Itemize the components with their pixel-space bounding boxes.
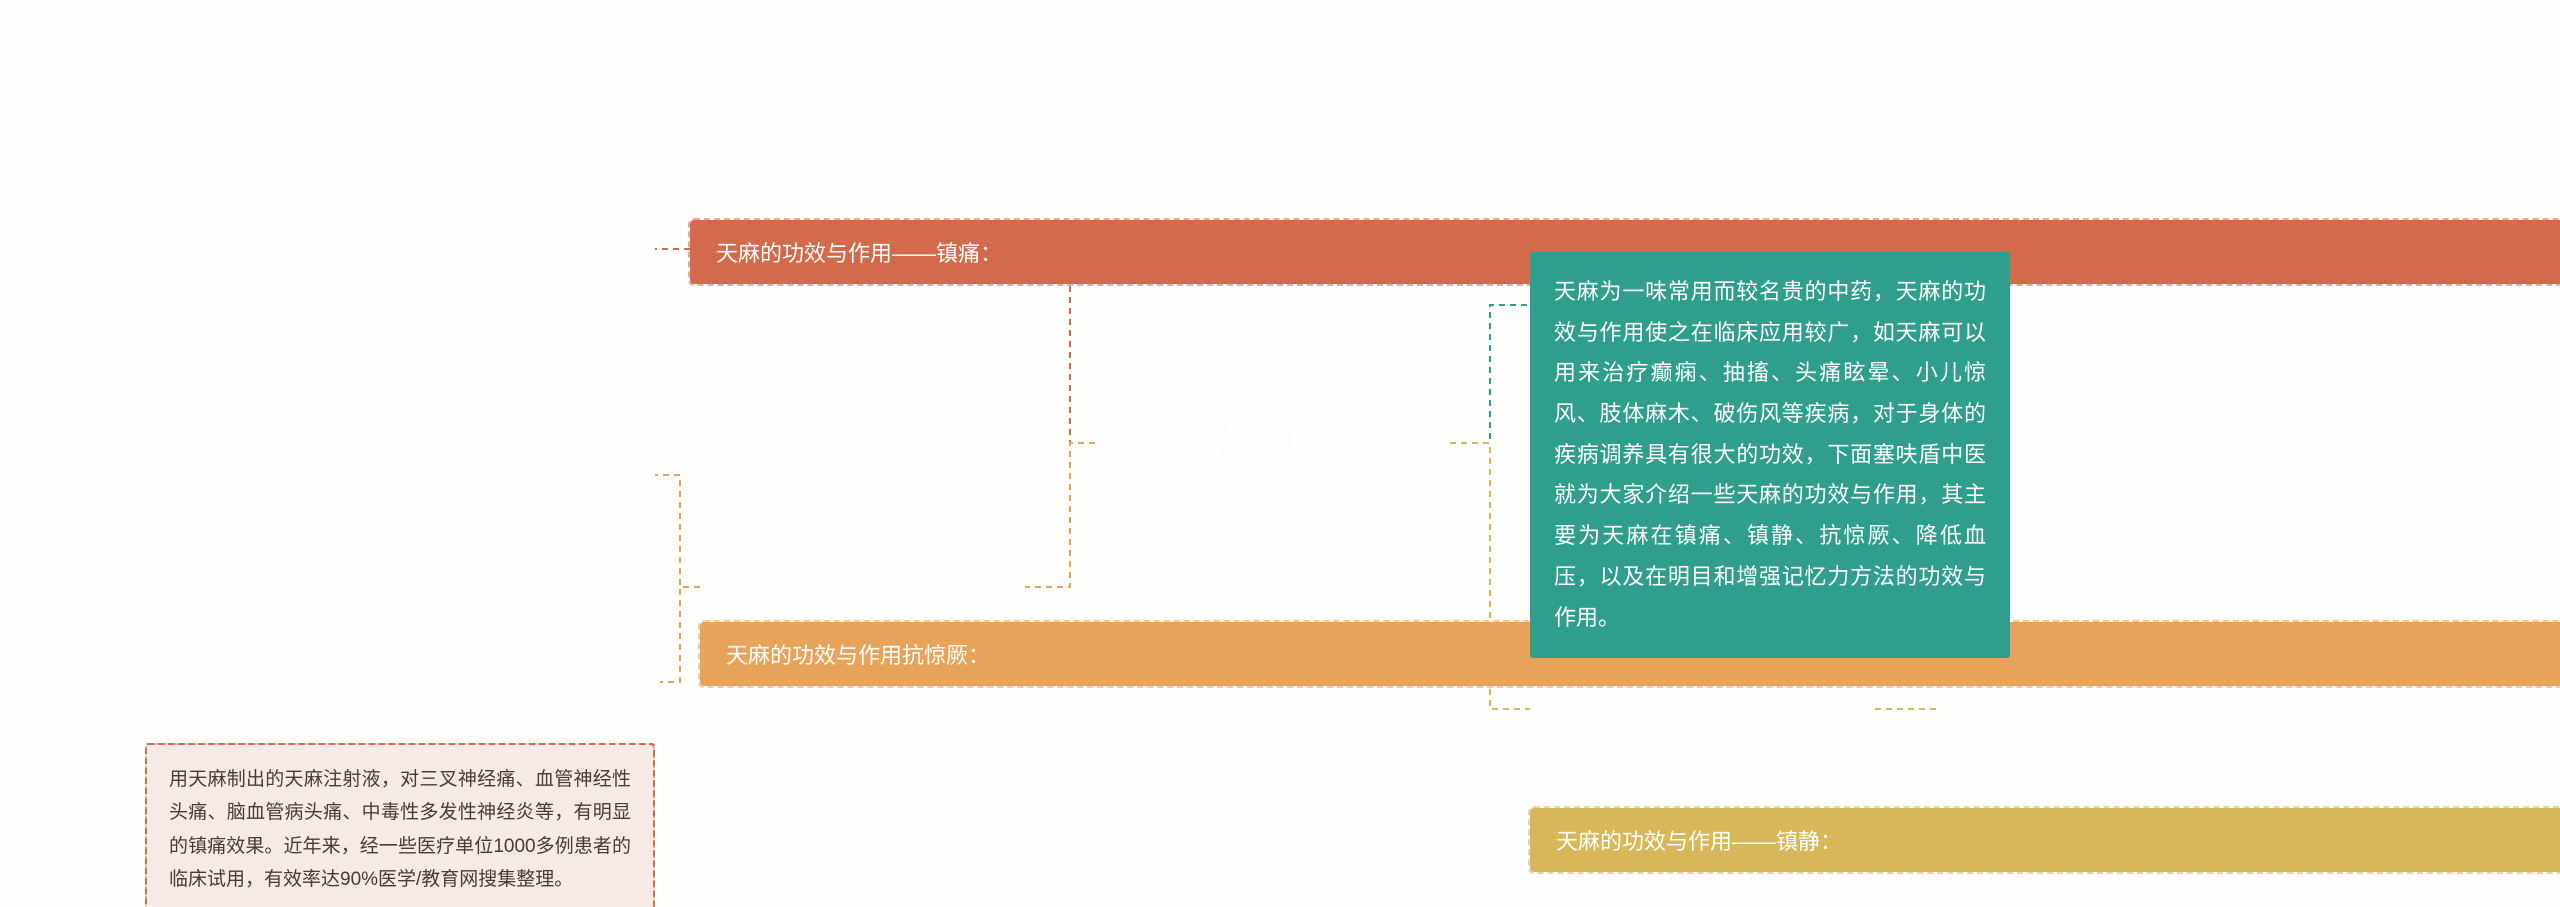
branch-zhenjing-label: 天麻的功效与作用——镇静： xyxy=(1556,829,1842,854)
leaf-zhentong: 用天麻制出的天麻注射液，对三叉神经痛、血管神经性头痛、脑血管病头痛、中毒性多发性… xyxy=(145,743,655,907)
leaf-intro: 天麻为一味常用而较名贵的中药，天麻的功效与作用使之在临床应用较广，如天麻可以用来… xyxy=(1530,252,2010,658)
branch-kangjingjue-label: 天麻的功效与作用抗惊厥： xyxy=(726,643,990,668)
mindmap-canvas: 天麻的功效作用 天麻的功效与作用——镇痛： 天麻的功效与作用抗惊厥： 天麻的功效… xyxy=(0,0,2560,907)
leaf-zhentong-text: 用天麻制出的天麻注射液，对三叉神经痛、血管神经性头痛、脑血管病头痛、中毒性多发性… xyxy=(169,769,631,890)
branch-zhenjing: 天麻的功效与作用——镇静： xyxy=(1530,808,2560,872)
center-node: 天麻的功效作用 xyxy=(1095,395,1450,490)
branch-zhentong-label: 天麻的功效与作用——镇痛： xyxy=(716,241,1002,266)
leaf-intro-text: 天麻为一味常用而较名贵的中药，天麻的功效与作用使之在临床应用较广，如天麻可以用来… xyxy=(1554,279,1986,630)
center-label: 天麻的功效作用 xyxy=(1154,418,1392,467)
